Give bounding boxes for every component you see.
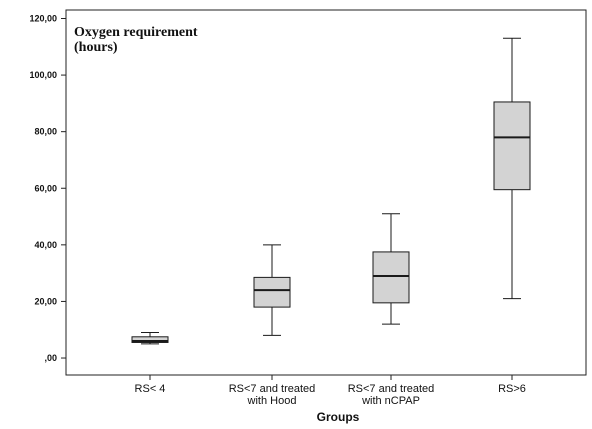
y-tick-label: 60,00 bbox=[34, 183, 57, 193]
box-3 bbox=[372, 213, 410, 325]
iqr-box bbox=[493, 101, 531, 191]
y-tick-label: 80,00 bbox=[34, 127, 57, 137]
y-tick-label: 20,00 bbox=[34, 296, 57, 306]
x-tick-label: RS>6 bbox=[498, 383, 526, 395]
box-2 bbox=[253, 244, 291, 336]
chart-title: Oxygen requirement (hours) bbox=[74, 25, 198, 55]
x-axis: RS< 4 RS<7 and treated with Hood RS<7 and t… bbox=[135, 375, 526, 407]
x-axis-title: Groups bbox=[317, 410, 360, 424]
y-axis: ,00 20,00 40,00 60,00 80,00 100,00 120,00 bbox=[29, 13, 66, 363]
plot-frame bbox=[65, 9, 587, 376]
x-tick-label: RS<7 and treated with Hood bbox=[229, 383, 316, 407]
y-tick-label: 120,00 bbox=[29, 13, 57, 23]
iqr-box bbox=[253, 276, 291, 308]
boxes bbox=[131, 37, 531, 345]
x-tick-label: RS<7 and treated with nCPAP bbox=[348, 383, 435, 407]
y-tick-label: 100,00 bbox=[29, 70, 57, 80]
x-tick-label: RS< 4 bbox=[135, 383, 166, 395]
iqr-box bbox=[372, 251, 410, 304]
box-1 bbox=[131, 332, 169, 345]
iqr-box bbox=[131, 336, 169, 343]
y-tick-label: ,00 bbox=[44, 353, 57, 363]
y-tick-label: 40,00 bbox=[34, 240, 57, 250]
box-4 bbox=[493, 37, 531, 300]
